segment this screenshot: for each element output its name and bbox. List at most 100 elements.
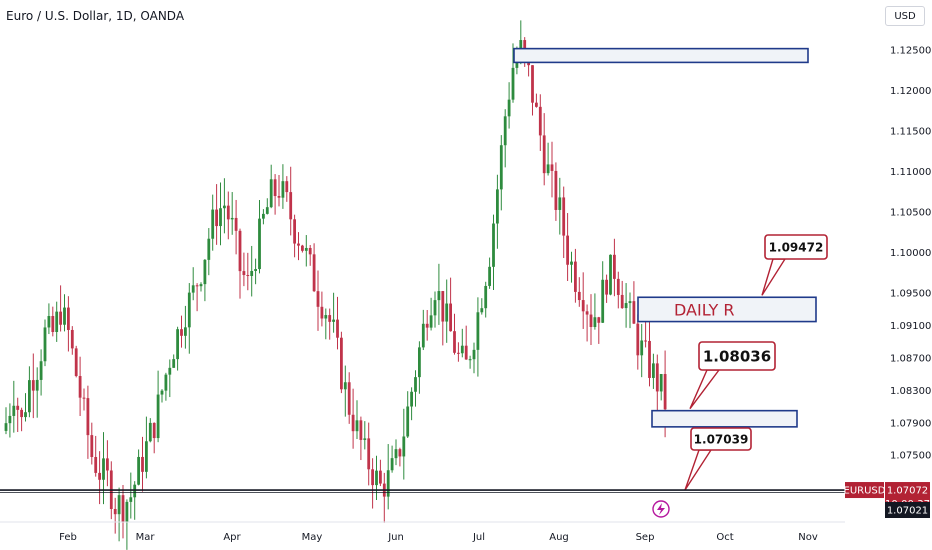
candle-body	[585, 311, 589, 315]
candle	[203, 259, 207, 302]
candle-body	[281, 181, 285, 198]
candle	[382, 472, 386, 523]
candle-body	[78, 376, 82, 398]
candle-body	[121, 495, 125, 522]
candle-body	[468, 359, 472, 361]
candle-body	[332, 319, 335, 322]
candle-body	[624, 303, 628, 309]
candle	[285, 176, 289, 202]
candle	[265, 198, 269, 215]
candle-body	[535, 102, 538, 107]
candle-body	[488, 266, 491, 286]
candle-body	[554, 170, 558, 210]
callout-label: 1.09472	[769, 240, 824, 254]
candle	[589, 294, 593, 345]
candle-body	[390, 458, 394, 471]
zone-box[interactable]	[651, 409, 798, 428]
candle	[156, 370, 160, 443]
candle-body	[273, 179, 277, 197]
candle	[550, 141, 554, 198]
candle	[636, 314, 640, 370]
candle-body	[160, 390, 164, 395]
candle	[347, 372, 351, 424]
candle-body	[460, 345, 464, 354]
candle-body	[577, 291, 581, 301]
candle-body	[632, 301, 636, 324]
candle-body	[59, 311, 62, 325]
event-icon[interactable]	[652, 500, 670, 518]
candle-body	[562, 197, 566, 236]
zone-box[interactable]	[513, 47, 809, 64]
x-tick-label: Jun	[387, 532, 404, 543]
candle	[457, 342, 460, 362]
candle	[414, 370, 417, 407]
candle	[340, 331, 343, 394]
candle-body	[312, 254, 316, 292]
currency-button[interactable]: USD	[885, 6, 925, 26]
candle	[254, 258, 257, 285]
candle-body	[375, 470, 378, 486]
candle	[410, 387, 413, 421]
candle	[429, 297, 433, 331]
candle	[39, 349, 43, 396]
price-callout[interactable]: 1.09472	[761, 234, 828, 296]
x-tick-label: Feb	[59, 532, 77, 543]
candle	[577, 277, 581, 307]
candle-body	[199, 284, 203, 287]
y-axis-panel[interactable]	[845, 0, 932, 550]
candle-body	[538, 106, 542, 136]
candle-body	[28, 380, 31, 413]
candle-body	[652, 363, 655, 378]
candle	[355, 400, 359, 440]
x-tick-label: Nov	[798, 532, 818, 543]
candle	[82, 388, 86, 411]
candle	[258, 199, 261, 274]
candle	[195, 283, 199, 312]
candle	[20, 407, 23, 432]
candle	[55, 301, 59, 342]
candle	[421, 309, 425, 351]
y-tick-label: 1.10500	[890, 208, 931, 219]
candle-body	[98, 472, 101, 480]
y-tick-label: 1.07500	[890, 451, 931, 462]
candle-body	[4, 423, 8, 431]
callouts: 1.09472 1.08036 1.07039	[684, 234, 828, 491]
candle-body	[234, 217, 238, 231]
candle	[312, 243, 316, 293]
candle-body	[246, 275, 250, 277]
x-tick-label: Mar	[136, 532, 156, 543]
candle	[51, 306, 55, 337]
candle-body	[363, 438, 367, 440]
candle-body	[133, 484, 137, 498]
candle-body	[285, 181, 289, 193]
candle	[293, 214, 296, 258]
candle	[542, 113, 546, 186]
candle-body	[304, 247, 308, 251]
candle-body	[324, 315, 328, 319]
candle-body	[82, 397, 86, 399]
candle	[593, 293, 597, 330]
candle	[538, 94, 542, 151]
candle-body	[47, 316, 51, 328]
zone-box[interactable]	[637, 296, 817, 323]
candle	[164, 372, 168, 401]
candle	[371, 458, 374, 509]
candle	[160, 389, 164, 403]
candle-body	[35, 379, 39, 391]
candle-body	[277, 196, 281, 198]
price-callout[interactable]: 1.07039	[684, 427, 752, 491]
candle	[320, 291, 324, 327]
candle-body	[449, 303, 452, 332]
candle	[129, 472, 133, 519]
candle	[78, 356, 82, 416]
candle	[488, 257, 491, 289]
candle	[655, 354, 659, 418]
candle	[659, 373, 663, 401]
candle-body	[616, 278, 620, 295]
candle-body	[453, 331, 456, 353]
price-callout[interactable]: 1.08036	[689, 341, 776, 410]
candle-body	[55, 311, 59, 333]
